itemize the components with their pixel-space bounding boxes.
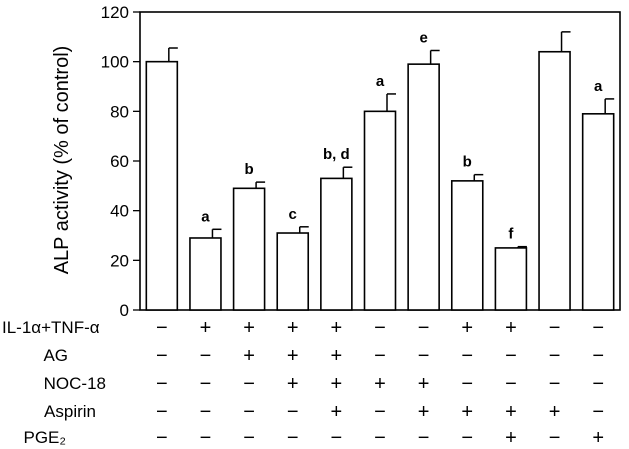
treatment-sign: −	[200, 345, 212, 367]
treatment-sign: −	[461, 427, 473, 449]
treatment-sign: +	[461, 401, 473, 423]
bar	[232, 187, 266, 311]
treatment-sign: −	[461, 373, 473, 395]
treatment-sign: −	[592, 345, 604, 367]
treatment-sign: +	[461, 317, 473, 339]
treatment-sign: +	[243, 317, 255, 339]
treatment-sign: −	[549, 373, 561, 395]
treatment-sign: +	[592, 427, 604, 449]
treatment-sign: +	[549, 401, 561, 423]
treatment-sign: −	[461, 345, 473, 367]
treatment-sign: −	[156, 345, 168, 367]
treatment-sign: +	[418, 373, 430, 395]
bar	[538, 50, 571, 311]
treatment-sign: −	[156, 317, 168, 339]
treatment-sign: +	[287, 373, 299, 395]
significance-label: e	[419, 29, 427, 46]
y-axis-title-group: ALP activity (% of control)	[51, 46, 73, 275]
significance-label: a	[376, 73, 385, 90]
bar	[494, 247, 528, 311]
treatment-sign: +	[287, 345, 299, 367]
plot-area: 0 20 40 60 80 100 120 a b c b, d a e b f a	[101, 3, 621, 320]
treatment-sign: +	[200, 317, 212, 339]
treatment-sign: −	[549, 427, 561, 449]
significance-label: b, d	[323, 146, 350, 163]
treatment-sign: −	[243, 427, 255, 449]
bar	[276, 232, 310, 311]
bar	[189, 237, 222, 311]
treatment-sign: −	[374, 345, 386, 367]
significance-label: a	[594, 78, 603, 95]
treatment-label: Aspirin	[44, 402, 96, 421]
bar	[407, 63, 440, 311]
treatment-sign: +	[331, 345, 343, 367]
treatment-table: IL-1α+TNF-α − + + + + − − + + − − AG − − + + + − − − − − − NOC-1…	[2, 317, 604, 449]
treatment-sign: −	[418, 345, 430, 367]
treatment-sign: −	[374, 427, 386, 449]
y-tick-label: 60	[110, 152, 129, 171]
bar	[450, 180, 484, 311]
bar	[581, 113, 615, 311]
treatment-sign: −	[549, 317, 561, 339]
y-tick-label: 0	[120, 301, 129, 320]
treatment-label: NOC-18	[44, 374, 106, 393]
treatment-sign: −	[374, 317, 386, 339]
treatment-sign: −	[200, 373, 212, 395]
y-tick-label: 40	[110, 202, 129, 221]
treatment-sign: +	[331, 373, 343, 395]
treatment-sign: +	[287, 317, 299, 339]
treatment-sign: −	[418, 427, 430, 449]
treatment-sign: +	[418, 401, 430, 423]
treatment-sign: −	[156, 401, 168, 423]
significance-label: b	[463, 154, 472, 171]
treatment-sign: −	[505, 373, 517, 395]
treatment-sign: +	[331, 401, 343, 423]
y-tick-label: 20	[110, 251, 129, 270]
bar	[145, 60, 179, 311]
treatment-sign: −	[156, 427, 168, 449]
treatment-sign: −	[592, 401, 604, 423]
treatment-sign: −	[200, 427, 212, 449]
treatment-sign: −	[418, 317, 430, 339]
y-tick-label: 100	[101, 53, 129, 72]
treatment-sign: −	[549, 345, 561, 367]
treatment-sign: −	[374, 401, 386, 423]
significance-label: f	[508, 226, 514, 243]
treatment-sign: −	[243, 373, 255, 395]
significance-label: a	[201, 208, 210, 225]
bar	[320, 177, 353, 311]
treatment-sign: −	[156, 373, 168, 395]
treatment-sign: +	[331, 317, 343, 339]
treatment-sign: −	[287, 427, 299, 449]
treatment-label: PGE₂	[24, 428, 67, 447]
treatment-sign: −	[331, 427, 343, 449]
treatment-label: IL-1α+TNF-α	[2, 318, 100, 337]
significance-label: b	[245, 161, 254, 178]
treatment-sign: −	[592, 317, 604, 339]
treatment-sign: +	[505, 401, 517, 423]
y-tick-label: 120	[101, 3, 129, 22]
treatment-sign: −	[505, 345, 517, 367]
treatment-sign: −	[200, 401, 212, 423]
y-axis-title: ALP activity (% of control)	[51, 46, 73, 275]
treatment-sign: −	[243, 401, 255, 423]
bar	[363, 110, 397, 311]
y-tick-label: 80	[110, 102, 129, 121]
treatment-sign: +	[505, 427, 517, 449]
treatment-sign: +	[505, 317, 517, 339]
treatment-sign: −	[592, 373, 604, 395]
significance-label: c	[289, 206, 297, 223]
treatment-sign: +	[243, 345, 255, 367]
treatment-sign: +	[374, 373, 386, 395]
treatment-label: AG	[43, 346, 68, 365]
treatment-sign: −	[287, 401, 299, 423]
